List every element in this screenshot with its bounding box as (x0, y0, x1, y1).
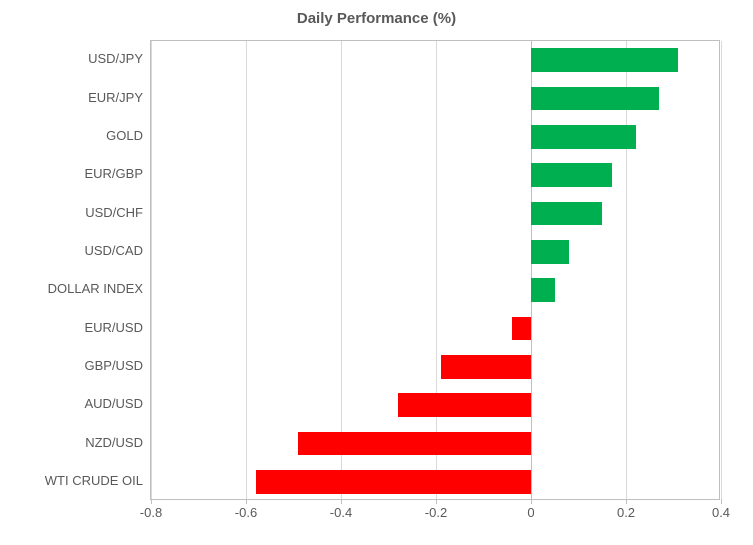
data-bar (512, 317, 531, 341)
x-tick-mark (721, 499, 722, 504)
data-bar (531, 202, 602, 226)
bar-row (151, 87, 719, 111)
y-axis-label: EUR/JPY (13, 86, 143, 110)
bar-row (151, 355, 719, 379)
data-bar (441, 355, 531, 379)
x-tick-mark (151, 499, 152, 504)
bar-row (151, 48, 719, 72)
chart-title: Daily Performance (%) (0, 10, 753, 27)
bar-row (151, 202, 719, 226)
bar-row (151, 240, 719, 264)
bar-row (151, 163, 719, 187)
x-tick-mark (436, 499, 437, 504)
data-bar (531, 163, 612, 187)
y-axis-label: EUR/GBP (13, 162, 143, 186)
data-bar (531, 48, 678, 72)
bar-row (151, 125, 719, 149)
y-axis-label: USD/JPY (13, 47, 143, 71)
x-tick-label: -0.2 (425, 505, 447, 520)
y-axis-label: GBP/USD (13, 354, 143, 378)
x-tick-mark (531, 499, 532, 504)
data-bar (531, 87, 659, 111)
x-tick-label: 0.4 (712, 505, 730, 520)
y-axis-label: USD/CHF (13, 201, 143, 225)
y-axis-label: USD/CAD (13, 239, 143, 263)
bar-row (151, 317, 719, 341)
x-tick-label: -0.6 (235, 505, 257, 520)
x-tick-label: -0.8 (140, 505, 162, 520)
data-bar (398, 393, 531, 417)
data-bar (256, 470, 532, 494)
y-axis-label: NZD/USD (13, 431, 143, 455)
y-axis-label: AUD/USD (13, 392, 143, 416)
chart-container: Daily Performance (%) -0.8-0.6-0.4-0.200… (0, 0, 753, 545)
bar-row (151, 432, 719, 456)
bar-row (151, 393, 719, 417)
bar-row (151, 470, 719, 494)
data-bar (531, 125, 636, 149)
plot-area: -0.8-0.6-0.4-0.200.20.4 (150, 40, 720, 500)
data-bar (531, 278, 555, 302)
gridline (721, 41, 722, 499)
x-tick-mark (626, 499, 627, 504)
x-tick-label: 0.2 (617, 505, 635, 520)
x-tick-mark (341, 499, 342, 504)
bar-row (151, 278, 719, 302)
data-bar (298, 432, 531, 456)
y-axis-label: DOLLAR INDEX (13, 277, 143, 301)
y-axis-label: EUR/USD (13, 316, 143, 340)
x-tick-mark (246, 499, 247, 504)
x-tick-label: -0.4 (330, 505, 352, 520)
data-bar (531, 240, 569, 264)
x-tick-label: 0 (527, 505, 534, 520)
y-axis-label: WTI CRUDE OIL (13, 469, 143, 493)
y-axis-label: GOLD (13, 124, 143, 148)
